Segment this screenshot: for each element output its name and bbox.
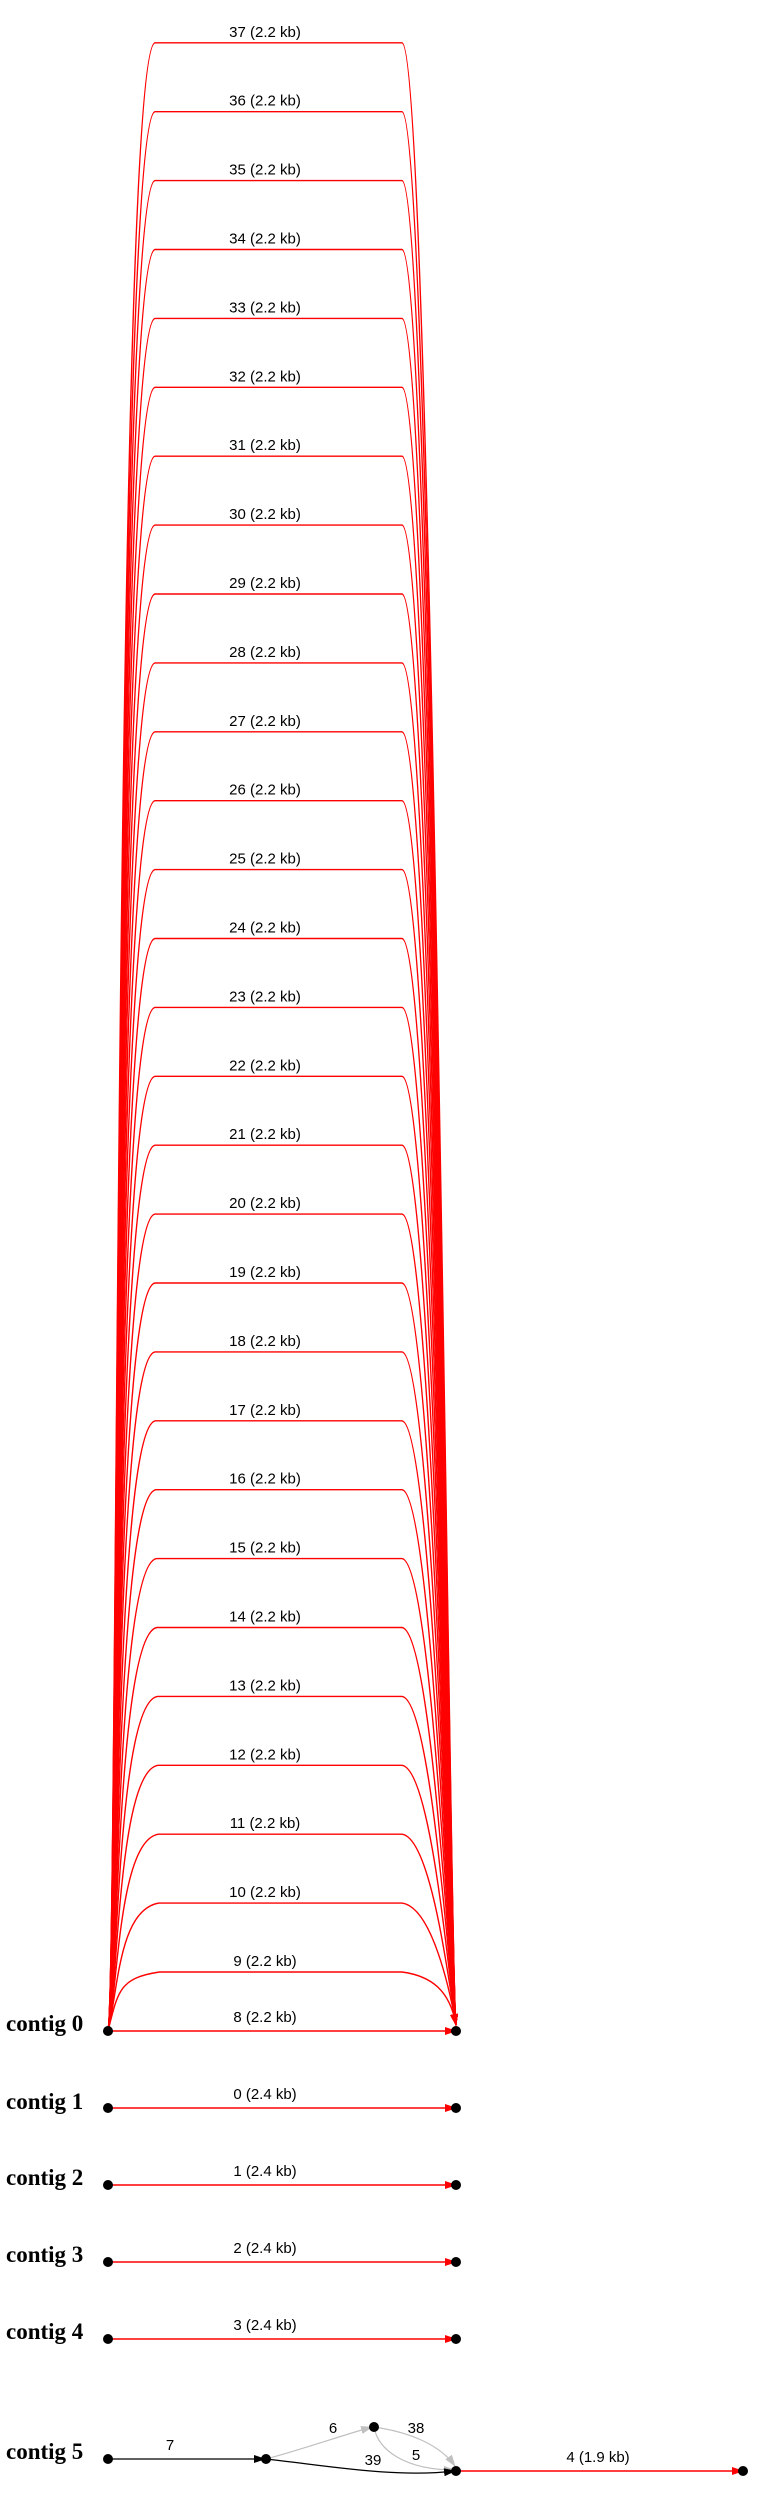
contig-5-edge-5[interactable]: [373, 2426, 456, 2474]
contig-0-edge-19-label: 19 (2.2 kb): [229, 1264, 301, 1281]
contig-1-end-node[interactable]: [451, 2103, 461, 2113]
contig-0-edge-31[interactable]: [107, 455, 459, 2032]
contig-1-start-node[interactable]: [103, 2103, 113, 2113]
contig-0-edge-15[interactable]: [107, 1557, 459, 2032]
contig-0-edge-10-label: 10 (2.2 kb): [229, 1884, 301, 1901]
contig-0-edge-25-label: 25 (2.2 kb): [229, 851, 301, 868]
contig-0-edge-34-label: 34 (2.2 kb): [229, 231, 301, 248]
contig-5-edge-38[interactable]: [373, 2426, 456, 2467]
contig-5-branch-node[interactable]: [261, 2454, 271, 2464]
contig-5-edge-4-label: 4 (1.9 kb): [566, 2449, 629, 2466]
contig-0-edge-12-label: 12 (2.2 kb): [229, 1746, 301, 1763]
contig-0-edge-14[interactable]: [107, 1626, 459, 2032]
contig-0-edge-21-label: 21 (2.2 kb): [229, 1126, 301, 1143]
contig-5-edge-39-label: 39: [365, 2452, 382, 2469]
contig-0-edge-16-label: 16 (2.2 kb): [229, 1471, 301, 1488]
contig-0-edge-37-label: 37 (2.2 kb): [229, 24, 301, 41]
contig-4-start-node[interactable]: [103, 2334, 113, 2344]
contig-0-edge-22-label: 22 (2.2 kb): [229, 1057, 301, 1074]
contig-0-edge-31-label: 31 (2.2 kb): [229, 437, 301, 454]
contig-3-start-node[interactable]: [103, 2257, 113, 2267]
contig-0-edge-9[interactable]: [107, 1971, 459, 2032]
contig-5-label: contig 5: [6, 2439, 83, 2464]
contig-0-edge-26-label: 26 (2.2 kb): [229, 782, 301, 799]
contig-0-edge-17-label: 17 (2.2 kb): [229, 1402, 301, 1419]
contig-0-edge-17[interactable]: [107, 1420, 459, 2032]
contig-5-edge-5-label: 5: [412, 2447, 420, 2464]
contig-0-edge-33-label: 33 (2.2 kb): [229, 299, 301, 316]
contig-4-end-node[interactable]: [451, 2334, 461, 2344]
contig-0-edge-29-label: 29 (2.2 kb): [229, 575, 301, 592]
contig-0-edge-32-label: 32 (2.2 kb): [229, 368, 301, 385]
contig-0-edge-23[interactable]: [107, 1006, 459, 2032]
contig-0-edge-10[interactable]: [107, 1902, 459, 2032]
contig-0-edge-27-label: 27 (2.2 kb): [229, 713, 301, 730]
contig-0-edge-37[interactable]: [107, 42, 459, 2032]
contig-0-edge-18-label: 18 (2.2 kb): [229, 1333, 301, 1350]
contig-0-edge-35-label: 35 (2.2 kb): [229, 162, 301, 179]
contig-5-end-node[interactable]: [738, 2466, 748, 2476]
contig-2-end-node[interactable]: [451, 2180, 461, 2190]
contig-5-start-node[interactable]: [103, 2454, 113, 2464]
contig-0-edge-15-label: 15 (2.2 kb): [229, 1540, 301, 1557]
contig-0-edge-8-label: 8 (2.2 kb): [233, 2009, 296, 2026]
contig-0-edge-11[interactable]: [107, 1833, 459, 2032]
contig-0-edge-36-label: 36 (2.2 kb): [229, 93, 301, 110]
contig-3-end-node[interactable]: [451, 2257, 461, 2267]
contig-0-edge-11-label: 11 (2.2 kb): [230, 1815, 301, 1832]
contig-0-edge-13[interactable]: [107, 1695, 459, 2032]
contig-0-edge-12[interactable]: [107, 1764, 459, 2032]
contig-0-edge-9-label: 9 (2.2 kb): [233, 1953, 296, 1970]
contig-0-edge-28-label: 28 (2.2 kb): [229, 644, 301, 661]
contig-0-edge-13-label: 13 (2.2 kb): [229, 1677, 301, 1694]
contig-0-edge-25[interactable]: [107, 868, 459, 2032]
contig-5-upper-node[interactable]: [369, 2422, 379, 2432]
contig-3-edge-label: 2 (2.4 kb): [233, 2240, 296, 2257]
contig-5-edge-6[interactable]: [265, 2426, 373, 2460]
contig-4-edge-label: 3 (2.4 kb): [233, 2317, 296, 2334]
contig-0-start-node[interactable]: [103, 2026, 113, 2036]
contig-2-start-node[interactable]: [103, 2180, 113, 2190]
contig-5-edge-7-label: 7: [166, 2437, 174, 2454]
contig-5-edge-39[interactable]: [265, 2458, 456, 2477]
contig-1-label: contig 1: [6, 2089, 83, 2114]
contig-0-edge-14-label: 14 (2.2 kb): [229, 1609, 301, 1626]
contig-2-edge-label: 1 (2.4 kb): [233, 2163, 296, 2180]
contig-0-end-node[interactable]: [451, 2026, 461, 2036]
contig-3-label: contig 3: [6, 2242, 83, 2267]
contig-2-label: contig 2: [6, 2165, 83, 2190]
contig-0-edge-24-label: 24 (2.2 kb): [229, 920, 301, 937]
contig-1-edge-label: 0 (2.4 kb): [233, 2086, 296, 2103]
contig-0-edge-20-label: 20 (2.2 kb): [229, 1195, 301, 1212]
contig-5-edge-38-label: 38: [408, 2420, 425, 2437]
contig-5-edge-6-label: 6: [329, 2420, 337, 2437]
contig-0-edge-23-label: 23 (2.2 kb): [229, 988, 301, 1005]
contig-5-merge-node[interactable]: [451, 2466, 461, 2476]
contig-0-label: contig 0: [6, 2011, 83, 2036]
contig-0-edge-30-label: 30 (2.2 kb): [229, 506, 301, 523]
contig-0-edge-19[interactable]: [107, 1282, 459, 2032]
contig-4-label: contig 4: [6, 2319, 84, 2344]
contig-0-edges: 9 (2.2 kb) 10 (2.2 kb) 11 (2.2 kb) 12 (2.2 …: [107, 24, 459, 2032]
